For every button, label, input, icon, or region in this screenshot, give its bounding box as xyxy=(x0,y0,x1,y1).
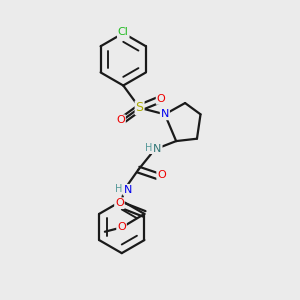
Text: O: O xyxy=(157,94,165,104)
Text: N: N xyxy=(161,109,169,119)
Text: N: N xyxy=(153,144,162,154)
Text: N: N xyxy=(124,185,132,195)
Text: S: S xyxy=(136,101,144,114)
Text: H: H xyxy=(146,143,153,153)
Text: Cl: Cl xyxy=(118,27,129,37)
Text: O: O xyxy=(116,115,125,125)
Text: H: H xyxy=(115,184,122,194)
Text: O: O xyxy=(157,170,166,180)
Text: O: O xyxy=(117,222,126,232)
Text: O: O xyxy=(115,198,124,208)
